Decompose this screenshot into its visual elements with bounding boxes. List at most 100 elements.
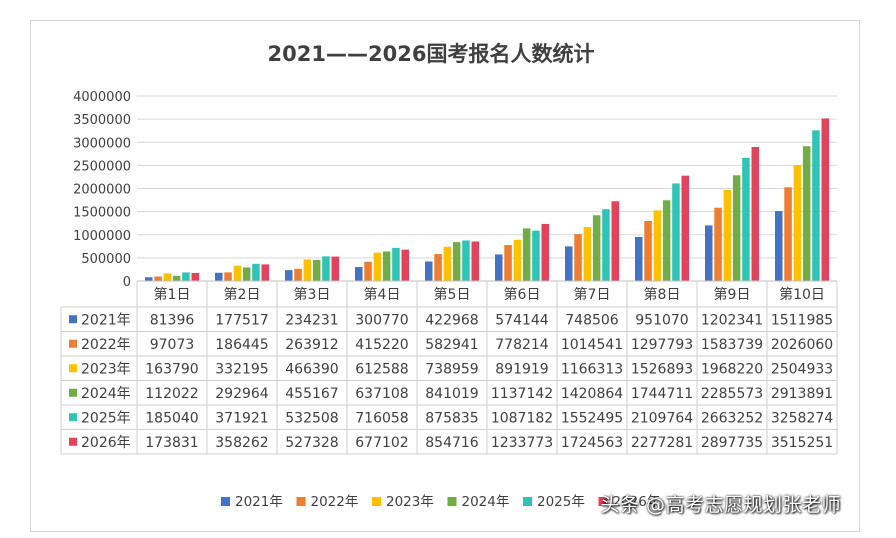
bar: [182, 272, 190, 281]
data-label: 875835: [425, 410, 478, 426]
data-label: 2109764: [631, 410, 693, 426]
data-label: 841019: [425, 386, 478, 402]
bar: [532, 230, 540, 281]
row-series-label: 2026年: [81, 435, 131, 451]
bar: [285, 270, 293, 281]
legend-label: 2026年: [613, 494, 661, 510]
y-tick-label: 0: [123, 275, 131, 290]
bar: [775, 211, 783, 281]
bar: [635, 237, 643, 281]
bar: [565, 246, 573, 281]
data-label: 300770: [355, 312, 408, 328]
data-label: 1420864: [561, 386, 623, 402]
bar: [382, 251, 391, 281]
data-label: 185040: [145, 410, 198, 426]
data-label: 332195: [215, 361, 268, 377]
bar: [751, 146, 759, 281]
bar: [401, 249, 409, 281]
data-label: 422968: [425, 312, 478, 328]
y-tick-label: 2500000: [73, 159, 131, 174]
bar: [495, 254, 503, 281]
data-label: 612588: [355, 361, 408, 377]
bar: [331, 256, 339, 281]
legend-label: 2025年: [537, 494, 585, 510]
bar: [723, 189, 732, 281]
data-label: 1166313: [561, 361, 623, 377]
bar: [224, 272, 232, 281]
legend: 2021年 2022年 2023年 2024年 2025年 2026年: [221, 494, 660, 510]
bar: [233, 265, 242, 281]
bar: [373, 252, 382, 281]
data-label: 371921: [215, 410, 268, 426]
bar: [425, 261, 433, 281]
data-label: 637108: [355, 386, 408, 402]
category-label: 第9日: [714, 286, 751, 303]
legend-label: 2021年: [235, 494, 283, 510]
bar: [611, 201, 619, 281]
bar: [154, 276, 162, 281]
bar: [443, 246, 452, 281]
bar: [504, 245, 512, 281]
data-label: 292964: [215, 386, 269, 402]
y-tick-label: 3500000: [73, 113, 131, 128]
data-label: 81396: [150, 312, 195, 328]
row-series-label: 2025年: [81, 410, 131, 426]
bar: [312, 259, 321, 281]
data-label: 582941: [425, 337, 478, 353]
bar: [522, 228, 531, 281]
data-label: 748506: [565, 312, 619, 328]
data-label: 677102: [355, 435, 408, 451]
data-label: 891919: [495, 361, 548, 377]
category-label: 第7日: [574, 286, 611, 303]
data-label: 466390: [285, 361, 338, 377]
data-label: 173831: [145, 435, 198, 451]
bar: [355, 267, 363, 281]
bar: [714, 207, 722, 281]
data-label: 1511985: [771, 312, 833, 328]
data-label: 1233773: [491, 435, 553, 451]
data-label: 854716: [425, 435, 479, 451]
legend-key: [221, 497, 230, 506]
data-label: 163790: [145, 361, 198, 377]
bar: [322, 256, 330, 281]
bar: [541, 223, 549, 281]
y-tick-label: 2000000: [73, 183, 131, 198]
row-series-label: 2023年: [81, 361, 131, 377]
bar: [392, 247, 400, 281]
data-label: 527328: [285, 435, 338, 451]
data-label: 1583739: [701, 337, 763, 353]
data-label: 3515251: [771, 435, 833, 451]
category-label: 第6日: [504, 286, 541, 303]
bar: [215, 272, 223, 281]
chart-title: 2021——2026国考报名人数统计: [268, 42, 595, 66]
data-label: 2663252: [701, 410, 763, 426]
data-label: 2285573: [701, 386, 763, 402]
legend-label: 2022年: [311, 494, 359, 510]
bar: [191, 272, 199, 281]
bar: [602, 209, 610, 281]
legend-key: [296, 497, 306, 506]
data-label: 2897735: [701, 435, 763, 451]
bar: [802, 146, 811, 281]
data-label: 738959: [425, 361, 478, 377]
bar: [163, 273, 172, 281]
bar: [513, 239, 522, 281]
row-legend-key: [69, 364, 77, 373]
category-label: 第8日: [644, 286, 681, 303]
bar: [705, 225, 713, 281]
bar: [592, 215, 601, 281]
data-label: 2504933: [771, 361, 833, 377]
row-series-label: 2024年: [81, 386, 131, 402]
bar: [364, 261, 372, 281]
row-series-label: 2021年: [81, 312, 131, 328]
data-label: 574144: [495, 312, 549, 328]
bar: [583, 227, 592, 281]
data-label: 2277281: [631, 435, 693, 451]
bar: [732, 175, 741, 281]
y-tick-label: 4000000: [73, 90, 131, 105]
bar: [662, 200, 671, 281]
category-label: 第2日: [224, 286, 261, 303]
bar: [294, 268, 302, 281]
row-legend-key: [69, 437, 77, 446]
legend-label: 2024年: [462, 494, 510, 510]
